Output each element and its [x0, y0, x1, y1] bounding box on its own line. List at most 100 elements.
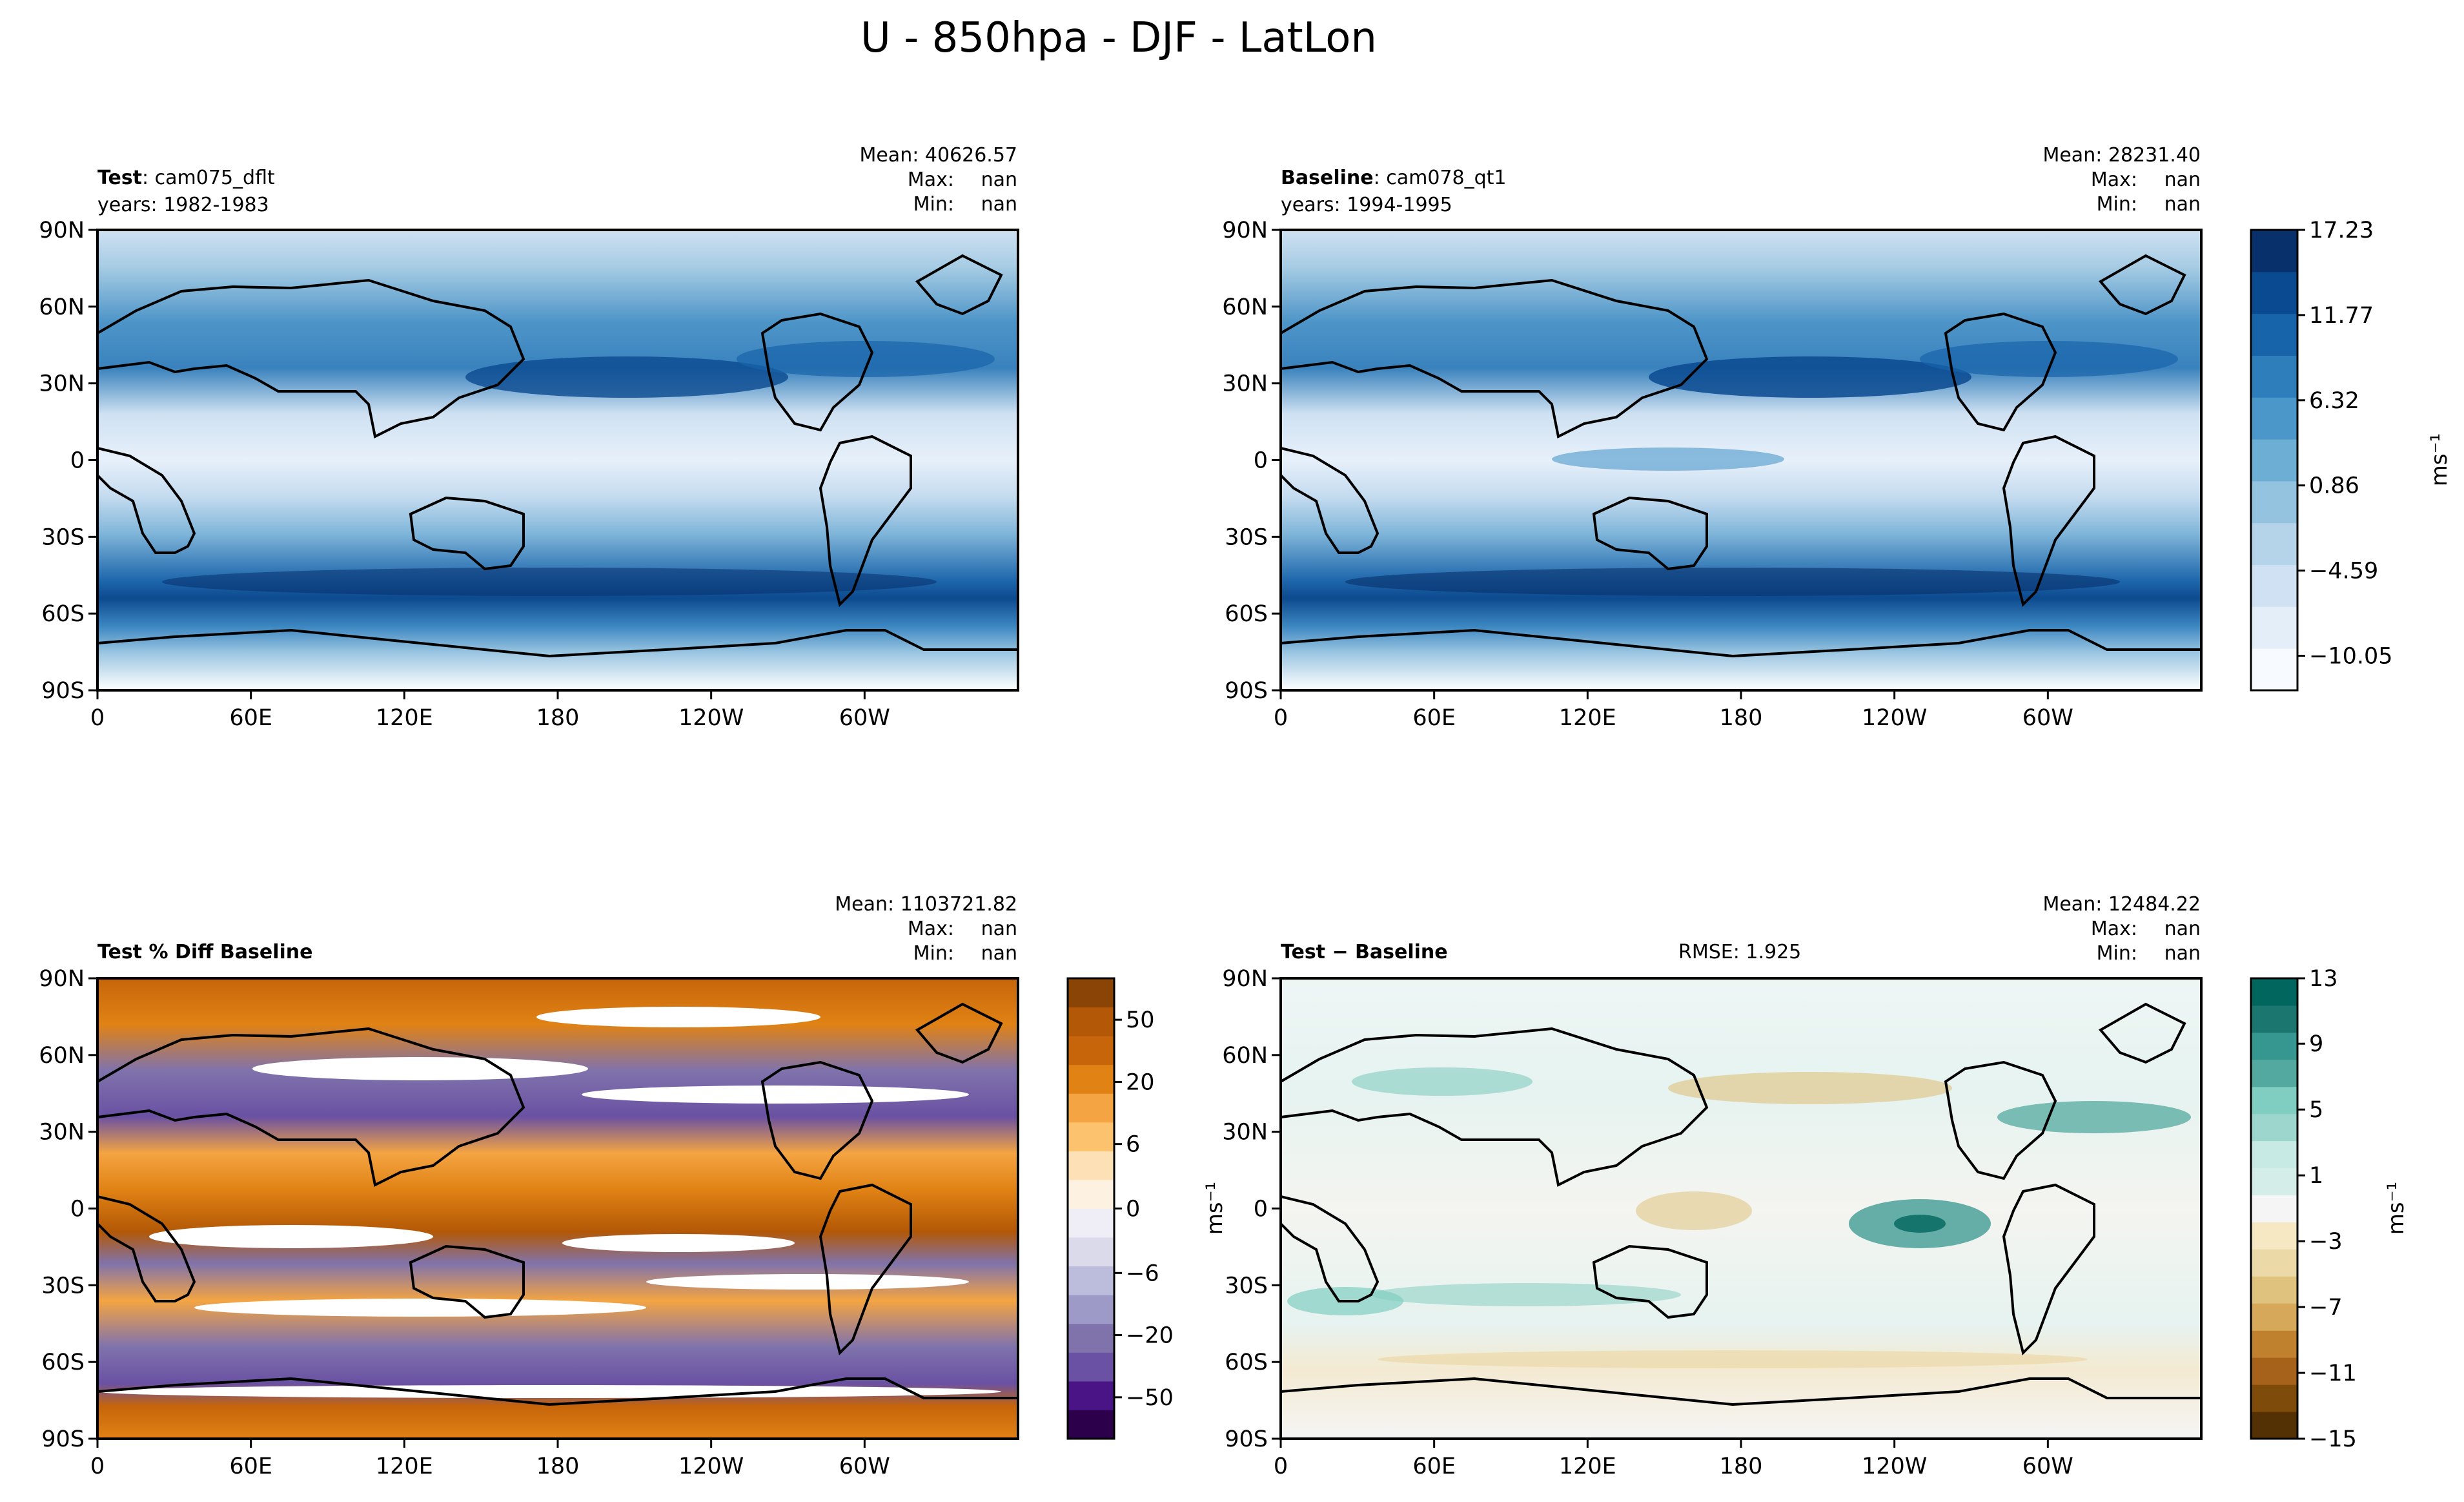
colorbar-tick-label: 9: [2309, 1031, 2323, 1057]
colorbar-segment: [2251, 1222, 2297, 1250]
panel-pctdiff-max-label: Max:: [908, 918, 954, 940]
map-baseline: [1281, 230, 2201, 690]
lon-tick-label: 120E: [376, 705, 433, 731]
colorbar-segment: [2251, 355, 2297, 398]
colorbar-frame: [2250, 229, 2299, 692]
jet-core: [737, 341, 995, 377]
panel-pctdiff-mean: Mean: 1103721.82: [835, 893, 1017, 916]
colorbar-segment: [2251, 397, 2297, 440]
colorbar-segment: [1068, 1093, 1114, 1123]
lat-tick-label: 0: [1254, 448, 1268, 474]
anomaly-patches: [1287, 1067, 2191, 1368]
lat-tick-label: 60N: [1222, 1043, 1268, 1069]
colorbar-segment: [1068, 1064, 1114, 1094]
panel-diff-min: nan: [2164, 942, 2201, 965]
lon-tick-label: 120E: [1559, 1454, 1616, 1479]
lat-tick-label: 30N: [1222, 1120, 1268, 1146]
colorbar-segment: [2251, 1276, 2297, 1304]
lon-axis: 0 60E 120E 180 120W 60W: [90, 690, 890, 731]
figure-title: U - 850hpa - DJF - LatLon: [860, 14, 1377, 62]
panel-test: Test: cam075_dflt years: 1982-1983 Mean:…: [39, 144, 1019, 731]
panel-baseline: Baseline: cam078_qt1 years: 1994-1995 Me…: [1222, 144, 2203, 731]
panel-baseline-years: years: 1994-1995: [1281, 194, 1452, 216]
colorbar-tick-label: −50: [1126, 1385, 1174, 1411]
map-diff: [1281, 978, 2201, 1439]
panel-baseline-max-label: Max:: [2091, 169, 2137, 191]
panel-test-label-bold: Test: [97, 167, 142, 189]
svg-text:Baseline: cam078_qt1: Baseline: cam078_qt1: [1281, 167, 1507, 189]
lat-tick-label: 90N: [39, 218, 85, 243]
colorbar-main-unit: ms⁻¹: [2427, 433, 2452, 486]
lon-axis: 0 60E 120E 180 120W 60W: [1274, 1439, 2073, 1479]
colorbar-segment: [2251, 313, 2297, 356]
lat-tick-label: 0: [70, 448, 85, 474]
panel-pctdiff-min-label: Min:: [913, 942, 954, 965]
colorbar-tick-label: −10.05: [2309, 644, 2393, 670]
land-outlines: [97, 1002, 1018, 1406]
colorbar-pct-unit: ms⁻¹: [1202, 1182, 1228, 1235]
colorbar-segment: [1068, 1237, 1114, 1267]
lon-tick-label: 0: [1274, 705, 1288, 731]
panel-diff: Test − Baseline RMSE: 1.925 Mean: 12484.…: [1222, 893, 2203, 1479]
colorbar-tick-label: 13: [2309, 966, 2338, 992]
lat-tick-label: 90N: [39, 966, 85, 992]
lat-tick-label: 30S: [41, 1273, 85, 1299]
lat-axis: 90N 60N 30N 0 30S 60S 90S: [39, 966, 97, 1452]
jet-core: [162, 568, 937, 596]
colorbar-tick-label: 20: [1126, 1069, 1155, 1095]
colorbar-pct: 50 20 6 0 −6 −20 −50: [1066, 977, 1174, 1440]
map-field: [97, 978, 1018, 1439]
colorbar-segment: [2251, 1384, 2297, 1412]
colorbar-segment: [2251, 1303, 2297, 1331]
lat-tick-label: 30S: [41, 524, 85, 550]
lon-tick-label: 60E: [1412, 705, 1456, 731]
panel-diff-max-label: Max:: [2091, 918, 2137, 940]
colorbar-tick-label: 50: [1126, 1007, 1155, 1033]
colorbar-segment: [2251, 1357, 2297, 1385]
colorbar-segment: [2251, 1032, 2297, 1060]
lat-tick-label: 30S: [1225, 1273, 1268, 1299]
colorbar-tick-label: 5: [2309, 1097, 2323, 1123]
colorbar-segment: [2251, 1113, 2297, 1142]
lon-axis: 0 60E 120E 180 120W 60W: [90, 1439, 890, 1479]
jet-core: [1920, 341, 2178, 377]
lat-tick-label: 60N: [39, 294, 85, 320]
lon-tick-label: 120E: [376, 1454, 433, 1479]
lat-tick-label: 90S: [41, 1426, 85, 1452]
panel-pctdiff-max: nan: [981, 918, 1017, 940]
colorbar-segment: [2251, 1140, 2297, 1169]
lon-tick-label: 120W: [678, 705, 744, 731]
colorbar-tick-label: −6: [1126, 1260, 1159, 1286]
panel-test-min: nan: [981, 193, 1017, 216]
lon-tick-label: 60W: [839, 1454, 890, 1479]
colorbar-segment: [2251, 978, 2297, 1006]
lat-axis: 90N 60N 30N 0 30S 60S 90S: [1222, 218, 1281, 704]
lat-tick-label: 60S: [41, 1350, 85, 1375]
panel-test-max-label: Max:: [908, 169, 954, 191]
lat-tick-label: 30N: [39, 1120, 85, 1146]
panel-test-min-label: Min:: [913, 193, 954, 216]
lon-tick-label: 60E: [229, 1454, 272, 1479]
colorbar-tick-label: 0: [1126, 1197, 1140, 1222]
panel-test-label-rest: : cam075_dflt: [142, 167, 275, 189]
colorbar-tick-label: 0.86: [2309, 473, 2359, 499]
colorbar-segment: [2251, 1195, 2297, 1222]
colorbar-segment: [2251, 1168, 2297, 1196]
lat-tick-label: 90S: [41, 678, 85, 704]
panel-test-mean: Mean: 40626.57: [859, 144, 1017, 167]
panel-pctdiff: Test % Diff Baseline Mean: 1103721.82 Ma…: [39, 893, 1019, 1479]
lat-tick-label: 60N: [39, 1043, 85, 1069]
colorbar-tick-label: −3: [2309, 1229, 2343, 1255]
colorbar-tick-label: 6: [1126, 1132, 1140, 1158]
colorbar-segment: [1068, 1323, 1114, 1353]
equatorial-band: [1552, 448, 1784, 471]
lat-tick-label: 60S: [1225, 601, 1268, 627]
colorbar-tick-label: 17.23: [2309, 218, 2374, 243]
panel-baseline-label-bold: Baseline: [1281, 167, 1374, 189]
lat-tick-label: 90S: [1225, 678, 1268, 704]
panel-pctdiff-min: nan: [981, 942, 1017, 965]
map-field: [97, 230, 1018, 690]
jet-core: [1345, 568, 2120, 596]
lon-tick-label: 60E: [229, 705, 272, 731]
colorbar-tick-label: −20: [1126, 1323, 1174, 1349]
